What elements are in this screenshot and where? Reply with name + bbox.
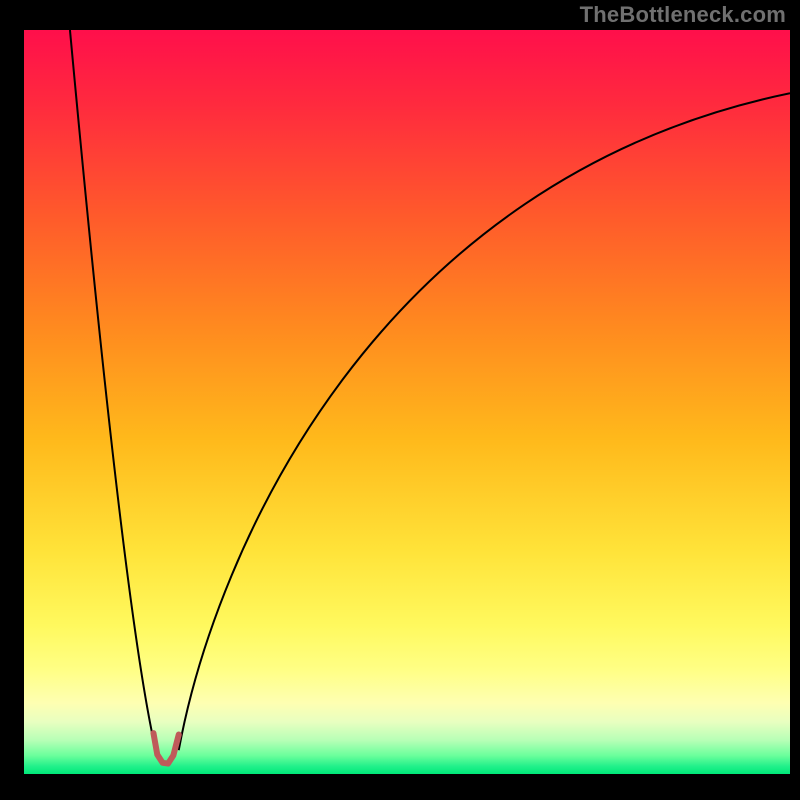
chart-svg <box>24 30 790 774</box>
plot-area <box>24 30 790 774</box>
watermark-text: TheBottleneck.com <box>580 2 786 28</box>
